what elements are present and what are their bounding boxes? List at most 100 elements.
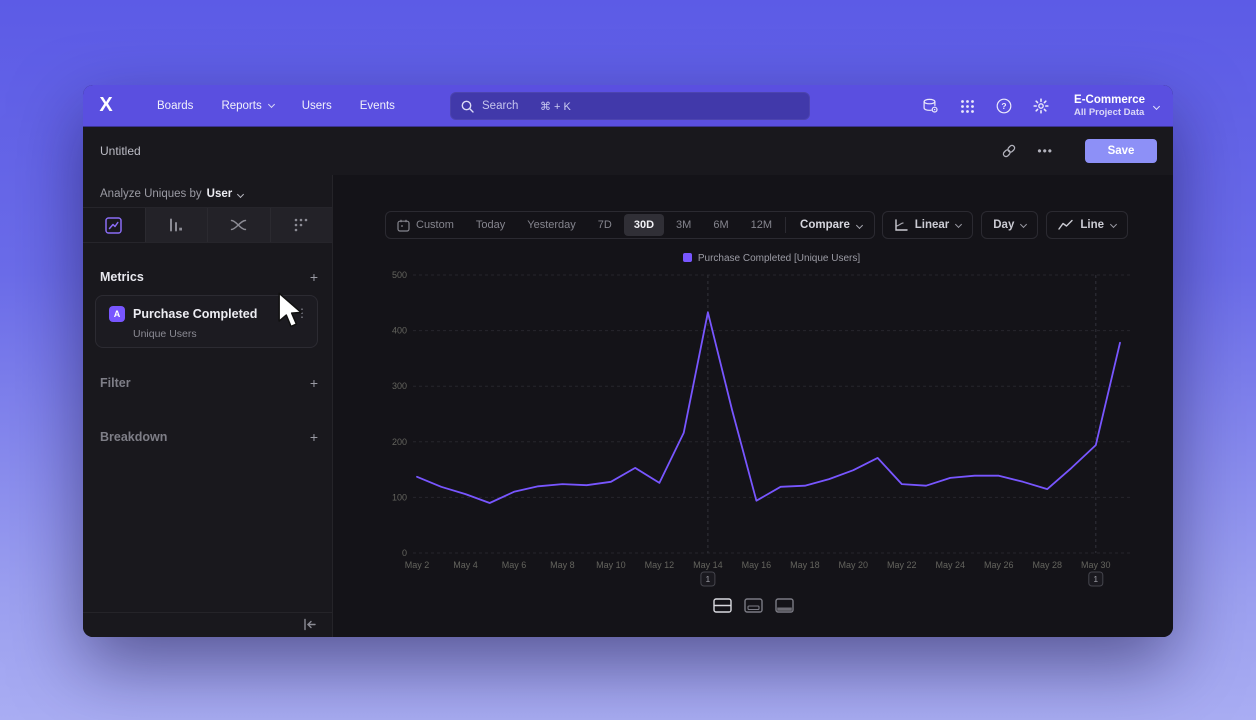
range-button-7d[interactable]: 7D xyxy=(597,219,612,231)
chart-type-dropdown[interactable]: Line xyxy=(1046,211,1128,239)
calendar-icon xyxy=(397,219,410,232)
line-chart-icon xyxy=(1058,219,1074,230)
sidebar-divider xyxy=(83,612,332,613)
chart-only-layout-icon[interactable] xyxy=(742,596,765,615)
svg-text:1: 1 xyxy=(706,574,711,584)
x-tick-label: May 6 xyxy=(502,560,527,570)
report-title[interactable]: Untitled xyxy=(100,144,141,158)
x-tick-label: May 10 xyxy=(596,560,626,570)
filter-section-header: Filter + xyxy=(100,375,318,391)
y-tick-label: 200 xyxy=(392,437,407,447)
x-tick-label: May 30 xyxy=(1081,560,1111,570)
retention-icon xyxy=(294,218,308,232)
analyze-entity-dropdown[interactable]: User xyxy=(207,188,245,200)
nav-item-events[interactable]: Events xyxy=(359,99,395,112)
split-chart-table-layout-icon[interactable] xyxy=(711,596,734,615)
layout-toggles xyxy=(333,596,1173,615)
search-input[interactable] xyxy=(482,100,540,112)
range-button-yesterday[interactable]: Yesterday xyxy=(527,219,576,231)
save-button[interactable]: Save xyxy=(1085,139,1157,163)
chart-panel: 0 100 200 300 400 500 1 1 May 2 May 4 May 6 May 8 Ma… xyxy=(333,175,1173,637)
x-tick-label: May 16 xyxy=(742,560,772,570)
project-selector[interactable]: E-Commerce All Project Data xyxy=(1074,93,1161,119)
y-tick-label: 500 xyxy=(392,270,407,280)
tab-funnels[interactable] xyxy=(144,208,207,242)
nav-item-reports[interactable]: Reports xyxy=(207,100,287,112)
range-button-12m[interactable]: 12M xyxy=(750,219,773,231)
add-filter-button[interactable]: + xyxy=(309,375,318,391)
metric-badge: A xyxy=(109,306,125,322)
svg-text:?: ? xyxy=(1001,101,1006,111)
x-tick-label: May 12 xyxy=(645,560,675,570)
y-tick-label: 0 xyxy=(402,548,407,558)
date-range-group: Custom Today Yesterday 7D 30D 3M 6M 12M Compare xyxy=(385,211,875,239)
x-tick-label: May 8 xyxy=(550,560,575,570)
metrics-section-header: Metrics + xyxy=(100,269,318,285)
analyze-row: Analyze Uniques by User xyxy=(100,181,322,207)
app-window: X Boards Reports Users Events ⌘ + K ? xyxy=(83,85,1173,637)
apps-grid-icon[interactable] xyxy=(960,99,975,114)
chart-legend[interactable]: Purchase Completed [Unique Users] xyxy=(413,253,1130,264)
x-tick-label: May 18 xyxy=(790,560,820,570)
range-button-30d[interactable]: 30D xyxy=(623,214,665,236)
metric-card[interactable]: A Purchase Completed Unique Users ⋮ xyxy=(95,295,318,348)
insights-icon xyxy=(105,216,122,234)
settings-icon[interactable] xyxy=(1033,98,1049,114)
legend-swatch xyxy=(682,253,692,262)
range-button-custom[interactable]: Custom xyxy=(387,214,464,237)
more-options-button[interactable]: ••• xyxy=(1037,144,1053,158)
tab-flows[interactable] xyxy=(207,208,270,242)
axis-scale-icon xyxy=(895,218,908,231)
chevron-down-icon xyxy=(1109,220,1118,228)
annotation-badge[interactable]: 1 xyxy=(700,571,716,587)
svg-text:1: 1 xyxy=(1093,574,1098,584)
tab-insights[interactable] xyxy=(83,208,145,242)
help-icon[interactable]: ? xyxy=(996,98,1012,114)
range-button-today[interactable]: Today xyxy=(475,219,506,231)
metric-subtitle[interactable]: Unique Users xyxy=(133,328,197,340)
chevron-down-icon xyxy=(1152,102,1161,110)
x-tick-label: May 24 xyxy=(936,560,966,570)
chevron-down-icon xyxy=(955,220,963,228)
flows-icon xyxy=(231,219,247,231)
nav-item-users[interactable]: Users xyxy=(301,99,332,112)
chevron-down-icon xyxy=(1020,220,1028,228)
chart-toolbar: Custom Today Yesterday 7D 30D 3M 6M 12M Compare… xyxy=(385,211,1128,239)
visualization-tabs xyxy=(83,207,332,243)
search-box[interactable]: ⌘ + K xyxy=(450,92,810,120)
nav-right-actions: ? E-Commerce All Project Data xyxy=(922,85,1161,127)
x-tick-label: May 22 xyxy=(887,560,917,570)
analyze-label: Analyze Uniques by xyxy=(100,188,202,200)
mixpanel-logo-icon[interactable]: X xyxy=(99,94,113,116)
breakdown-section-header: Breakdown + xyxy=(100,429,318,445)
metric-title: Purchase Completed xyxy=(133,307,258,321)
kebab-menu-icon[interactable]: ⋮ xyxy=(296,306,308,320)
chevron-down-icon xyxy=(237,190,245,198)
legend-label: Purchase Completed [Unique Users] xyxy=(697,253,861,264)
scale-dropdown[interactable]: Linear xyxy=(881,211,974,239)
report-titlebar: Untitled ••• Save xyxy=(83,127,1173,175)
compare-dropdown[interactable]: Compare xyxy=(788,212,874,238)
add-metric-button[interactable]: + xyxy=(309,269,318,285)
range-button-3m[interactable]: 3M xyxy=(676,219,692,231)
collapse-left-icon[interactable] xyxy=(302,617,317,637)
x-tick-label: May 4 xyxy=(453,560,478,570)
project-scope: All Project Data xyxy=(1074,107,1145,119)
x-tick-label: May 28 xyxy=(1033,560,1063,570)
annotation-badge[interactable]: 1 xyxy=(1088,571,1104,587)
nav-item-boards[interactable]: Boards xyxy=(157,99,194,112)
link-icon[interactable] xyxy=(1001,143,1017,159)
x-tick-label: May 20 xyxy=(839,560,869,570)
data-sources-icon[interactable] xyxy=(922,98,939,114)
x-tick-label: May 14 xyxy=(693,560,723,570)
add-breakdown-button[interactable]: + xyxy=(309,429,318,445)
x-tick-label: May 2 xyxy=(405,560,430,570)
range-button-6m[interactable]: 6M xyxy=(713,219,729,231)
project-name: E-Commerce xyxy=(1074,93,1145,106)
funnels-icon xyxy=(170,218,183,232)
tab-retention[interactable] xyxy=(269,208,332,242)
granularity-dropdown[interactable]: Day xyxy=(981,211,1039,239)
table-only-layout-icon[interactable] xyxy=(773,596,796,615)
chevron-down-icon xyxy=(267,100,275,109)
chevron-down-icon xyxy=(855,221,863,229)
